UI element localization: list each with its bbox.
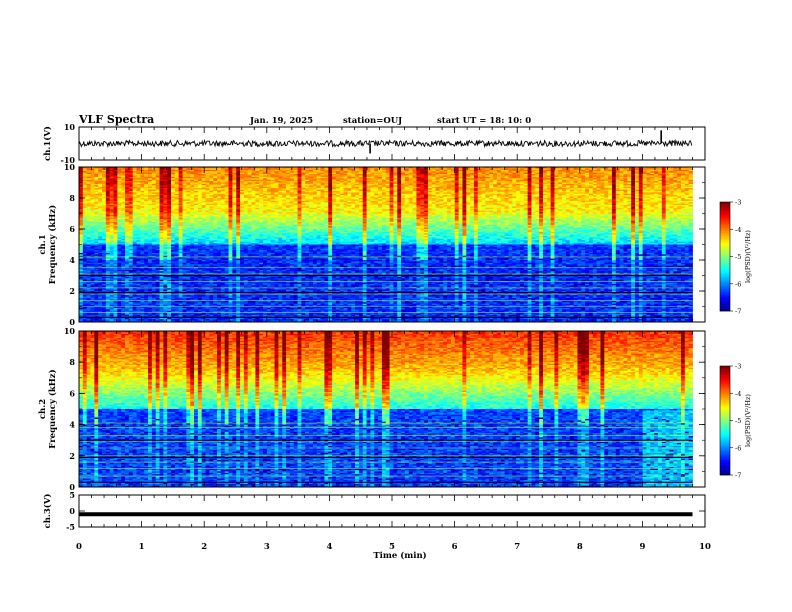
start-time-label: start UT = 18: 10: 0 (437, 116, 531, 126)
ch1-waveform-trace (79, 141, 692, 147)
figure-title: VLF Spectra (78, 113, 154, 126)
date-label: Jan. 19, 2025 (249, 116, 313, 126)
station-label: station=OUJ (343, 116, 402, 126)
y-tick-label: 10 (64, 122, 76, 132)
y-axis-label: ch.1(V) (42, 126, 53, 161)
